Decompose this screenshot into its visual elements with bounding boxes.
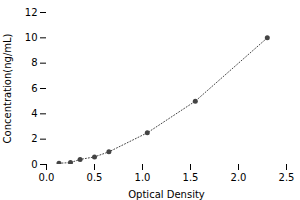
svg-text:2.0: 2.0 [231, 172, 247, 183]
svg-text:2.5: 2.5 [279, 172, 295, 183]
svg-text:1.0: 1.0 [135, 172, 151, 183]
svg-text:4: 4 [31, 108, 37, 119]
svg-text:Optical Density: Optical Density [128, 189, 205, 200]
svg-text:8: 8 [31, 57, 37, 68]
svg-text:0.0: 0.0 [39, 172, 55, 183]
svg-text:10: 10 [25, 32, 38, 43]
svg-text:6: 6 [31, 83, 37, 94]
svg-text:Concentration(ng/mL): Concentration(ng/mL) [2, 33, 13, 143]
svg-text:0: 0 [31, 159, 37, 170]
svg-text:1.5: 1.5 [183, 172, 199, 183]
svg-text:12: 12 [25, 7, 38, 18]
svg-text:0.5: 0.5 [87, 172, 103, 183]
svg-text:2: 2 [31, 133, 37, 144]
